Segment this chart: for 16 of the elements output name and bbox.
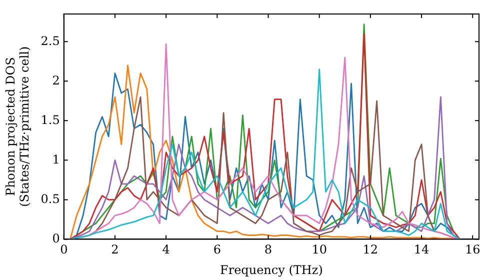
y-tick-label: 0.5 — [40, 192, 60, 206]
y-tick-label: 1.5 — [40, 112, 60, 127]
x-tick-label: 8 — [264, 242, 272, 257]
x-tick-label: 12 — [362, 242, 378, 257]
y-tick-label: 0 — [52, 231, 60, 246]
y-axis-title: Phonon projected DOS (States/THz·primitive cell) — [3, 46, 32, 207]
x-tick-label: 6 — [213, 242, 221, 257]
x-tick-label: 10 — [312, 242, 327, 257]
x-tick-label: 16 — [464, 242, 480, 257]
x-tick-label: 2 — [111, 242, 119, 257]
x-tick-label: 14 — [414, 242, 430, 257]
x-axis-title: Frequency (THz) — [220, 262, 323, 277]
y-tick-label: 1 — [52, 152, 60, 166]
y-tick-label: 2 — [52, 73, 60, 88]
y-tick-label: 2.5 — [40, 34, 60, 48]
x-tick-label: 4 — [162, 242, 170, 257]
